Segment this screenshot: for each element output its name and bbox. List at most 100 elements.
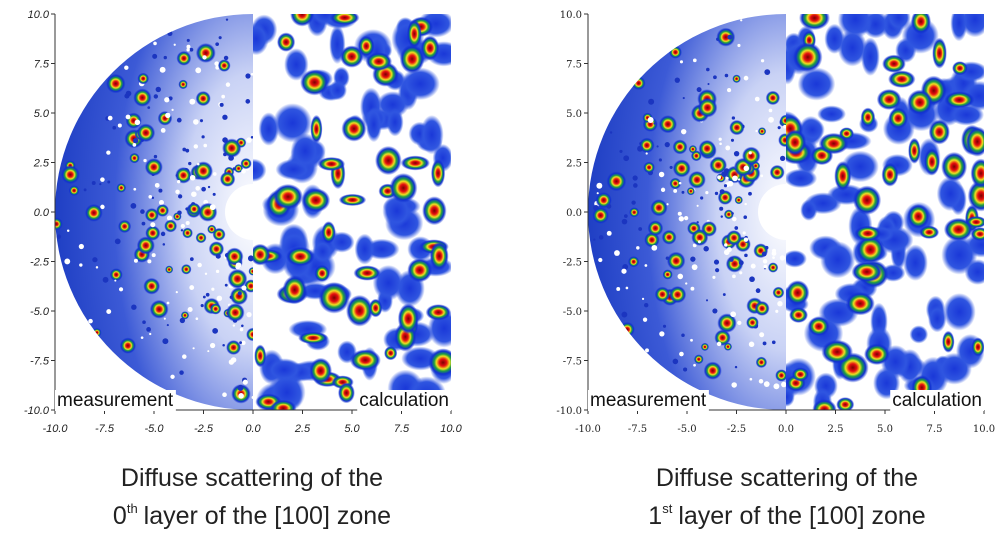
speckle bbox=[232, 324, 236, 327]
speckle bbox=[251, 396, 253, 399]
speckle bbox=[182, 354, 187, 359]
calc-ring bbox=[837, 28, 868, 67]
calc-ring bbox=[950, 14, 968, 42]
speckle bbox=[179, 317, 186, 324]
calc-peak bbox=[290, 14, 315, 27]
bragg-spot bbox=[688, 170, 706, 189]
speckle bbox=[768, 116, 774, 123]
speckle bbox=[678, 216, 685, 222]
speckle bbox=[246, 312, 252, 318]
measurement-image bbox=[55, 14, 253, 410]
speckle bbox=[215, 42, 220, 47]
y-tick-label: 0.0 bbox=[34, 207, 50, 219]
x-tick-label: -10.0 bbox=[575, 424, 601, 435]
speckle bbox=[760, 174, 764, 178]
speckle bbox=[99, 183, 102, 186]
speckle bbox=[180, 223, 185, 229]
speckle bbox=[133, 187, 137, 191]
speckle bbox=[195, 67, 202, 74]
calc-peak bbox=[407, 258, 433, 283]
label-box bbox=[890, 390, 984, 411]
y-tick-label: 7.5 bbox=[34, 59, 50, 71]
bragg-spot bbox=[754, 300, 770, 316]
speckle bbox=[166, 324, 169, 327]
speckle bbox=[713, 259, 720, 265]
speckle bbox=[209, 204, 216, 211]
speckle bbox=[637, 145, 643, 152]
speckle bbox=[772, 256, 775, 259]
calc-peak bbox=[400, 155, 430, 171]
bragg-spot bbox=[188, 202, 201, 216]
speckle bbox=[215, 253, 221, 259]
calc-peak bbox=[791, 367, 810, 382]
speckle bbox=[150, 222, 156, 228]
calc-peak bbox=[856, 235, 885, 264]
speckle bbox=[201, 135, 205, 139]
bragg-spot bbox=[755, 356, 768, 369]
speckle bbox=[140, 336, 144, 339]
speckle bbox=[614, 250, 620, 256]
speckle bbox=[203, 143, 208, 148]
bragg-spot bbox=[778, 133, 786, 148]
bragg-spot bbox=[244, 279, 253, 293]
calc-ring bbox=[354, 233, 375, 265]
bragg-spot bbox=[666, 251, 686, 271]
bragg-spot bbox=[775, 369, 786, 382]
speckle bbox=[763, 264, 768, 269]
bragg-spot bbox=[742, 146, 761, 166]
speckle bbox=[679, 351, 684, 357]
speckle bbox=[179, 370, 184, 375]
speckle bbox=[768, 108, 773, 113]
speckle bbox=[631, 200, 636, 205]
speckle bbox=[180, 229, 184, 232]
bragg-spot bbox=[654, 286, 671, 303]
speckle bbox=[178, 194, 183, 199]
speckle bbox=[175, 291, 178, 294]
calc-peak bbox=[384, 346, 398, 361]
speckle bbox=[684, 215, 689, 221]
bragg-spot bbox=[619, 321, 635, 337]
bragg-spot bbox=[693, 354, 704, 365]
bragg-spot bbox=[195, 43, 216, 63]
speckle bbox=[662, 324, 667, 328]
bragg-spot bbox=[606, 171, 627, 192]
speckle bbox=[215, 269, 220, 274]
bragg-spot bbox=[672, 139, 688, 155]
speckle bbox=[621, 311, 628, 318]
calc-peak bbox=[358, 35, 375, 57]
bragg-spot bbox=[217, 59, 231, 72]
y-tick-label: 5.0 bbox=[566, 109, 582, 120]
speckle bbox=[693, 363, 696, 367]
speckle bbox=[151, 196, 155, 200]
calc-ring bbox=[928, 305, 947, 333]
caption-rest: layer of the [100] zone bbox=[678, 502, 925, 530]
calc-ring bbox=[936, 176, 965, 212]
bragg-spot bbox=[84, 203, 103, 222]
bragg-spot bbox=[765, 90, 781, 106]
bragg-spot bbox=[178, 79, 188, 90]
speckle bbox=[593, 238, 596, 241]
speckle bbox=[659, 331, 665, 337]
speckle bbox=[632, 175, 638, 181]
calc-peak bbox=[965, 126, 984, 157]
caption-line: Diffuse scattering of the bbox=[121, 464, 383, 492]
speckle bbox=[64, 258, 71, 265]
speckle bbox=[673, 189, 678, 193]
bragg-spot bbox=[145, 225, 161, 241]
speckle bbox=[742, 231, 746, 235]
speckle bbox=[112, 125, 117, 130]
speckle bbox=[722, 293, 726, 296]
speckle bbox=[132, 138, 139, 144]
speckle bbox=[196, 162, 200, 166]
speckle bbox=[720, 215, 723, 218]
y-tick-label: -10.0 bbox=[24, 405, 50, 417]
speckle bbox=[242, 379, 248, 385]
speckle bbox=[207, 350, 210, 353]
bragg-spot bbox=[779, 114, 786, 127]
speckle bbox=[697, 240, 701, 244]
bragg-spot bbox=[144, 208, 159, 223]
speckle bbox=[132, 143, 137, 147]
speckle bbox=[175, 189, 180, 195]
speckle bbox=[230, 357, 237, 363]
speckle bbox=[714, 191, 719, 196]
